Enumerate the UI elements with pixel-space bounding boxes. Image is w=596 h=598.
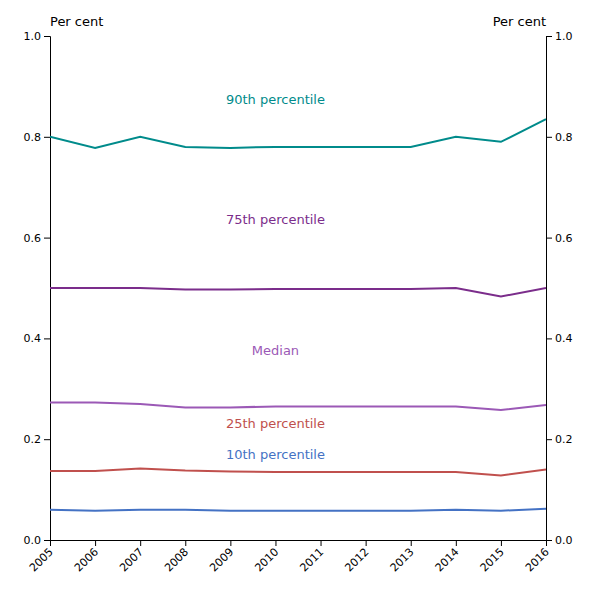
tick-mark <box>275 540 276 546</box>
y2-axis: 0.0 0.2 0.4 0.6 0.8 1.0 <box>546 30 573 547</box>
annotation: 25th percentile <box>226 416 325 431</box>
tick: 2008 <box>162 540 191 575</box>
series-line <box>50 288 546 297</box>
tick: 2015 <box>478 540 507 575</box>
tick: 2012 <box>343 540 372 575</box>
tick: 0.2 <box>24 433 51 446</box>
y-axis-title: Per cent <box>50 14 103 29</box>
tick-label: 2010 <box>252 546 281 575</box>
tick-mark <box>185 540 186 546</box>
tick-mark <box>44 137 50 138</box>
plot: 2005 2006 2007 2008 2009 2010 2011 2012 2013 2014… <box>24 14 573 575</box>
tick-mark <box>230 540 231 546</box>
y-axis: 0.0 0.2 0.4 0.6 0.8 1.0 <box>24 30 51 547</box>
tick-label: 2015 <box>478 546 507 575</box>
tick-mark <box>140 540 141 546</box>
x-axis-line <box>51 541 547 547</box>
annotation: Median <box>252 343 299 358</box>
tick: 2009 <box>207 540 236 575</box>
tick-mark <box>546 540 552 541</box>
tick: 2011 <box>297 540 326 575</box>
annotation: 75th percentile <box>226 212 325 227</box>
tick: 0.2 <box>546 433 573 446</box>
tick-label: 1.0 <box>555 30 573 43</box>
tick: 2007 <box>117 540 146 575</box>
tick-mark <box>546 137 552 138</box>
tick-label: 0.4 <box>555 332 573 345</box>
tick: 0.0 <box>546 534 573 547</box>
tick: 0.8 <box>546 131 573 144</box>
tick-mark <box>456 540 457 546</box>
tick-label: 0.8 <box>24 131 42 144</box>
tick-label: 2005 <box>27 546 56 575</box>
tick-label: 2014 <box>433 546 462 575</box>
chart: 2005 2006 2007 2008 2009 2010 2011 2012 2013 2014… <box>0 0 596 598</box>
tick-mark <box>366 540 367 546</box>
tick: 0.6 <box>24 232 51 245</box>
tick: 0.6 <box>546 232 573 245</box>
tick-mark <box>546 36 552 37</box>
tick-label: 2006 <box>72 546 101 575</box>
tick: 0.0 <box>24 534 51 547</box>
series-line <box>50 402 546 410</box>
tick-mark <box>546 338 552 339</box>
tick-label: 2009 <box>207 546 236 575</box>
lines <box>50 119 546 511</box>
tick: 2016 <box>523 540 552 575</box>
tick-label: 0.2 <box>555 433 573 446</box>
tick-mark <box>44 338 50 339</box>
tick: 1.0 <box>24 30 51 43</box>
series-line <box>50 119 546 148</box>
tick-label: 2012 <box>343 546 372 575</box>
annotations: 90th percentile 75th percentile Median 25th… <box>226 92 325 461</box>
tick-mark <box>44 238 50 239</box>
y2-axis-line <box>547 37 553 541</box>
tick-label: 0.6 <box>24 232 42 245</box>
tick-mark <box>44 540 50 541</box>
tick-label: 0.0 <box>24 534 42 547</box>
tick: 2014 <box>433 540 462 575</box>
tick-label: 2008 <box>162 546 191 575</box>
x-axis: 2005 2006 2007 2008 2009 2010 2011 2012 2013 2014… <box>27 540 552 575</box>
tick: 2006 <box>72 540 101 575</box>
series-line <box>50 468 546 475</box>
series-line <box>50 509 546 511</box>
tick-label: 0.8 <box>555 131 573 144</box>
tick-mark <box>411 540 412 546</box>
tick-label: 2007 <box>117 546 146 575</box>
tick: 0.4 <box>24 332 51 345</box>
tick-label: 2011 <box>297 546 326 575</box>
tick-label: 0.6 <box>555 232 573 245</box>
tick-mark <box>321 540 322 546</box>
tick-label: 2013 <box>388 546 417 575</box>
tick-label: 0.4 <box>24 332 42 345</box>
tick-mark <box>95 540 96 546</box>
tick: 2013 <box>388 540 417 575</box>
tick-mark <box>44 36 50 37</box>
y-axis-line <box>44 37 51 541</box>
tick-mark <box>44 439 50 440</box>
tick-mark <box>501 540 502 546</box>
tick-label: 0.2 <box>24 433 42 446</box>
tick-label: 2016 <box>523 546 552 575</box>
y2-axis-title: Per cent <box>493 14 546 29</box>
tick-mark <box>546 238 552 239</box>
annotation: 90th percentile <box>226 92 325 107</box>
annotation: 10th percentile <box>226 447 325 462</box>
tick: 0.8 <box>24 131 51 144</box>
tick-label: 0.0 <box>555 534 573 547</box>
tick: 2010 <box>252 540 281 575</box>
tick: 1.0 <box>546 30 573 43</box>
tick: 0.4 <box>546 332 573 345</box>
tick-mark <box>546 439 552 440</box>
tick-label: 1.0 <box>24 30 42 43</box>
